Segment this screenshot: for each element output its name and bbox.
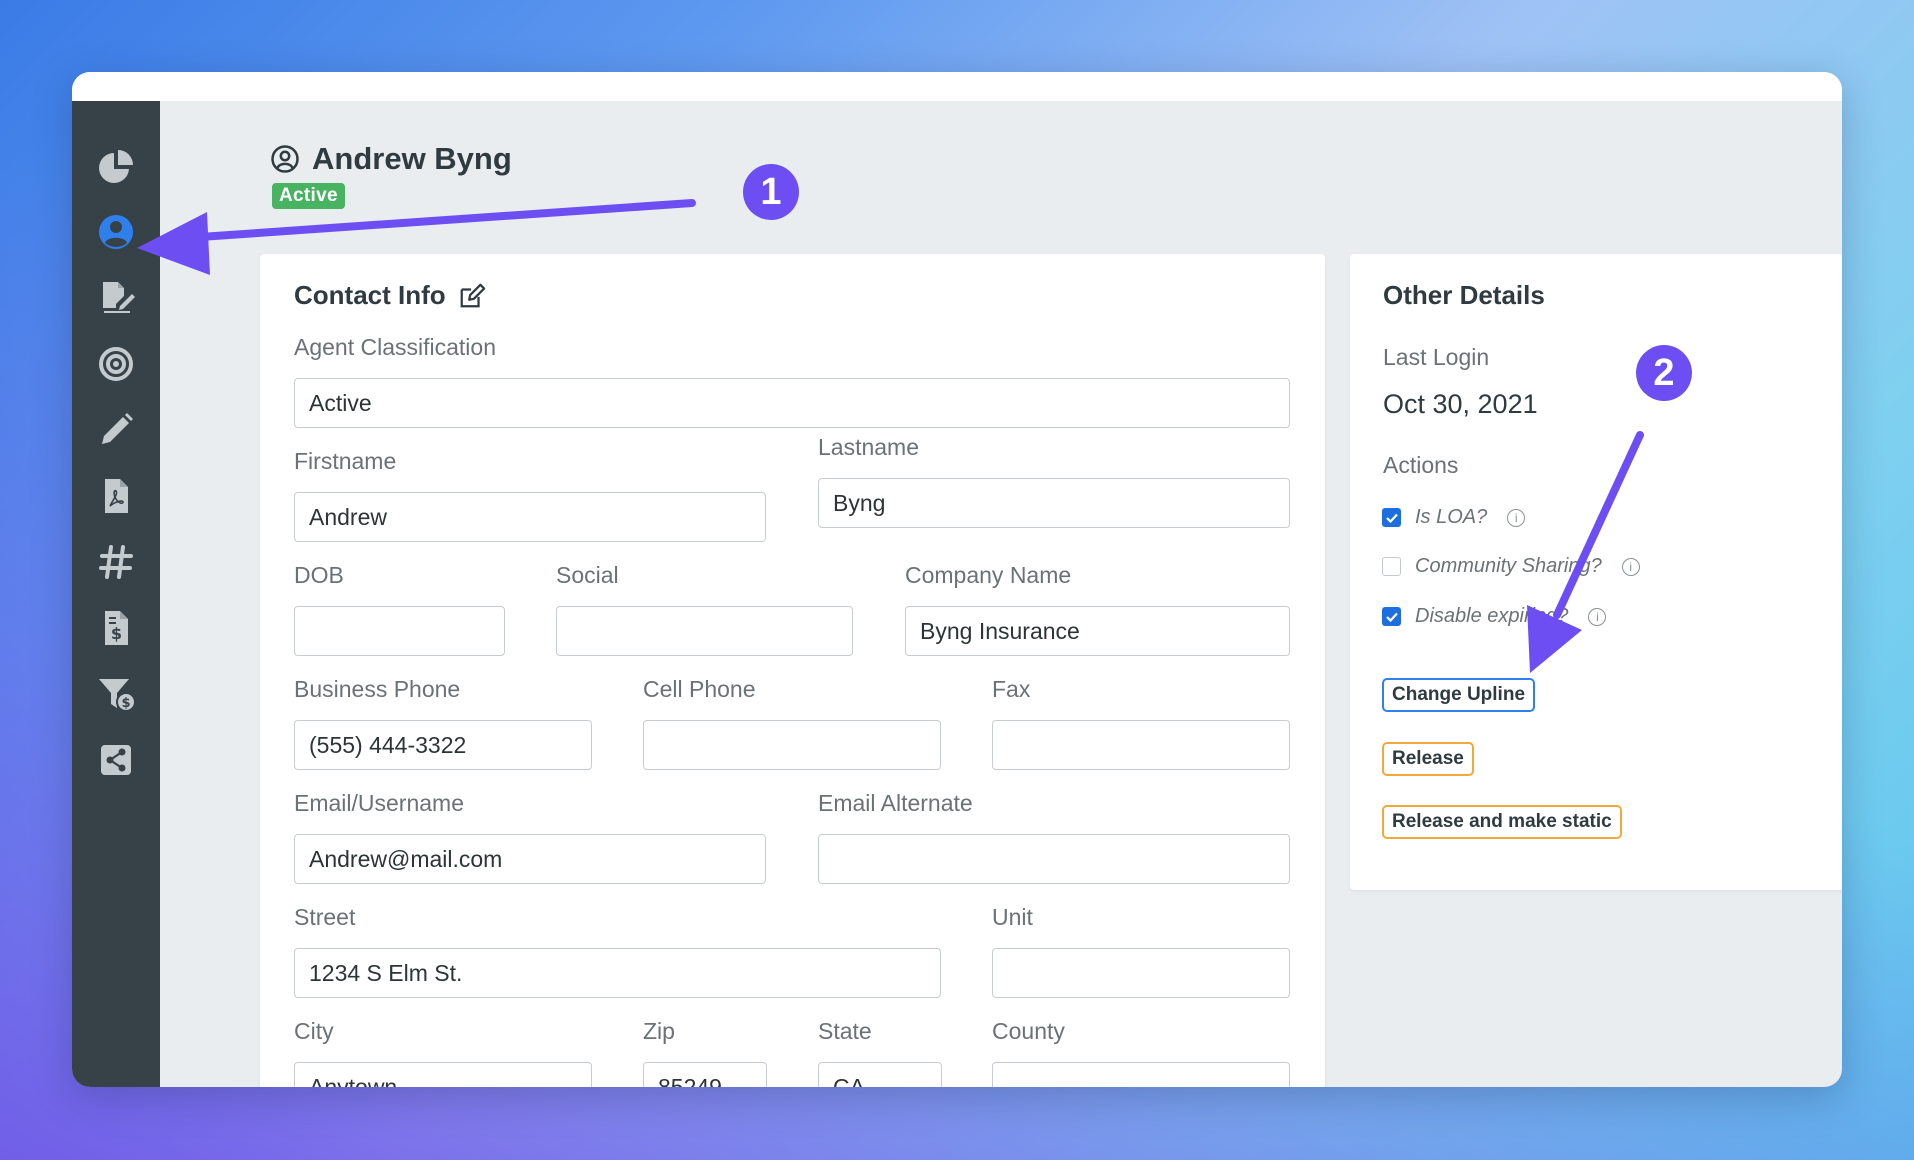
fax-input[interactable]: [992, 720, 1290, 770]
agent-classification-label: Agent Classification: [294, 334, 496, 360]
lastname-label: Lastname: [818, 434, 920, 460]
annotation-badge-1: 1: [743, 164, 799, 220]
sidebar-item-edit[interactable]: [72, 400, 160, 460]
pie-chart-icon: [99, 150, 133, 183]
sidebar-item-commissions[interactable]: $: [72, 664, 160, 724]
disable-expiring-checkbox[interactable]: [1382, 607, 1401, 626]
target-icon: [99, 347, 133, 381]
lastname-input[interactable]: Byng: [818, 478, 1290, 528]
business-phone-input[interactable]: (555) 444-3322: [294, 720, 592, 770]
company-name-input[interactable]: Byng Insurance: [905, 606, 1290, 656]
release-static-button[interactable]: Release and make static: [1382, 805, 1622, 839]
other-details-title: Other Details: [1383, 280, 1545, 310]
company-name-label: Company Name: [905, 562, 1072, 588]
county-label: County: [992, 1018, 1065, 1044]
last-login-value: Oct 30, 2021: [1383, 389, 1538, 419]
annotation-badge-2: 2: [1636, 345, 1692, 401]
is-loa-label: Is LOA?: [1415, 506, 1488, 528]
city-input[interactable]: Anytown: [294, 1062, 592, 1087]
invoice-dollar-icon: $: [105, 611, 128, 645]
app-window: $ $: [72, 72, 1842, 1087]
filter-dollar-icon: $: [99, 679, 136, 712]
street-label: Street: [294, 904, 356, 930]
zip-label: Zip: [643, 1018, 675, 1044]
actions-label: Actions: [1383, 452, 1459, 478]
release-button[interactable]: Release: [1382, 742, 1474, 776]
disable-expiring-label: Disable expiring?: [1415, 605, 1569, 627]
cell-phone-input[interactable]: [643, 720, 941, 770]
checkmark-icon: [1385, 513, 1398, 523]
contact-info-title: Contact Info: [294, 280, 486, 311]
firstname-label: Firstname: [294, 448, 397, 474]
main-content: Andrew Byng Active Contact Info Agent Cl…: [160, 101, 1842, 1087]
info-icon[interactable]: i: [1588, 607, 1607, 626]
cell-phone-label: Cell Phone: [643, 676, 756, 702]
city-label: City: [294, 1018, 334, 1044]
sidebar: $ $: [72, 101, 160, 1087]
info-icon[interactable]: i: [1621, 557, 1640, 576]
email-alternate-label: Email Alternate: [818, 790, 973, 816]
sidebar-item-profile[interactable]: [72, 202, 160, 262]
sidebar-item-contracts[interactable]: [72, 268, 160, 328]
user-circle-outline-icon: [271, 145, 299, 173]
page-title: Andrew Byng: [270, 141, 512, 177]
unit-input[interactable]: [992, 948, 1290, 998]
last-login-label: Last Login: [1383, 344, 1490, 370]
edit-icon[interactable]: [458, 282, 486, 310]
checkmark-icon: [1385, 612, 1398, 622]
info-icon[interactable]: i: [1507, 508, 1526, 527]
firstname-input[interactable]: Andrew: [294, 492, 766, 542]
contact-info-card: Contact Info Agent Classification Active…: [260, 254, 1325, 1087]
state-label: State: [818, 1018, 872, 1044]
dob-input[interactable]: [294, 606, 505, 656]
email-alternate-input[interactable]: [818, 834, 1290, 884]
sidebar-item-goals[interactable]: [72, 334, 160, 394]
status-badge: Active: [272, 183, 345, 209]
unit-label: Unit: [992, 904, 1033, 930]
hashtag-icon: [99, 545, 133, 579]
email-label: Email/Username: [294, 790, 464, 816]
is-loa-row: Is LOA? i: [1382, 506, 1526, 529]
state-input[interactable]: CA: [818, 1062, 942, 1087]
other-details-card: Other Details Last Login Oct 30, 2021 Ac…: [1350, 254, 1842, 890]
community-sharing-checkbox[interactable]: [1382, 557, 1401, 576]
fax-label: Fax: [992, 676, 1031, 702]
sidebar-item-billing[interactable]: $: [72, 598, 160, 658]
business-phone-label: Business Phone: [294, 676, 461, 702]
user-circle-icon: [99, 215, 133, 249]
agent-classification-select[interactable]: Active: [294, 378, 1290, 428]
contact-info-heading: Contact Info: [294, 280, 446, 310]
pdf-file-icon: [105, 479, 128, 513]
street-input[interactable]: 1234 S Elm St.: [294, 948, 941, 998]
county-input[interactable]: [992, 1062, 1290, 1087]
sidebar-item-documents[interactable]: [72, 466, 160, 526]
email-input[interactable]: Andrew@mail.com: [294, 834, 766, 884]
pencil-icon: [102, 413, 133, 444]
community-sharing-label: Community Sharing?: [1415, 555, 1602, 577]
dob-label: DOB: [294, 562, 344, 588]
sidebar-item-share[interactable]: [72, 730, 160, 790]
disable-expiring-row: Disable expiring? i: [1382, 605, 1607, 628]
share-icon: [101, 745, 131, 775]
svg-text:$: $: [111, 624, 122, 643]
zip-input[interactable]: 85249: [643, 1062, 767, 1087]
agent-name: Andrew Byng: [312, 141, 512, 176]
top-bar: [72, 72, 1842, 101]
is-loa-checkbox[interactable]: [1382, 508, 1401, 527]
community-sharing-row: Community Sharing? i: [1382, 555, 1640, 578]
sidebar-item-dashboard[interactable]: [72, 137, 160, 197]
change-upline-button[interactable]: Change Upline: [1382, 678, 1536, 712]
sidebar-item-numbers[interactable]: [72, 532, 160, 592]
svg-text:$: $: [121, 696, 130, 711]
social-input[interactable]: [556, 606, 853, 656]
file-signature-icon: [103, 282, 135, 313]
social-label: Social: [556, 562, 619, 588]
